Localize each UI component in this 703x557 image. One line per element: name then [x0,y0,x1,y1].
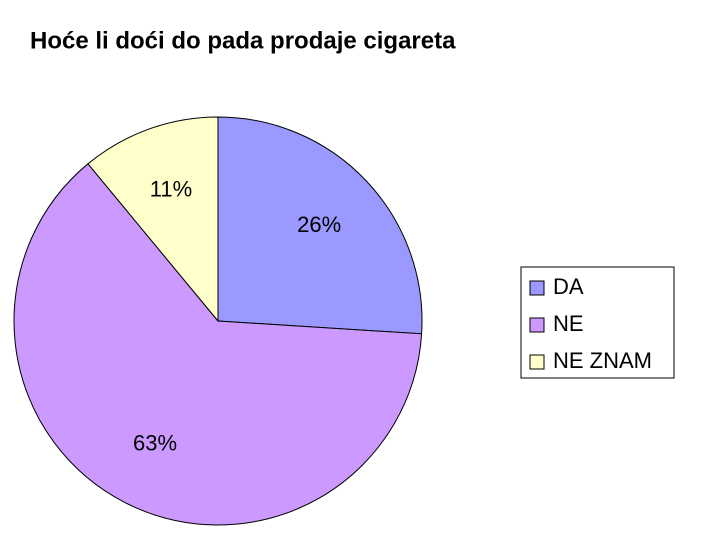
pie-slice [217,116,423,335]
chart-title: Hoće li doći do pada prodaje cigareta [30,27,456,54]
data-label: 11% [150,176,192,201]
pie-slice [13,163,423,526]
pie-slice [87,116,219,323]
legend-label: NE [553,311,584,336]
data-label: 63% [133,430,177,455]
legend-swatch [529,280,545,296]
legend-swatch [529,317,545,333]
legend-label: NE ZNAM [553,348,652,373]
data-label: 26% [297,212,341,237]
legend-label: DA [553,274,584,299]
legend-swatch [529,354,545,370]
legend-box [520,266,675,379]
